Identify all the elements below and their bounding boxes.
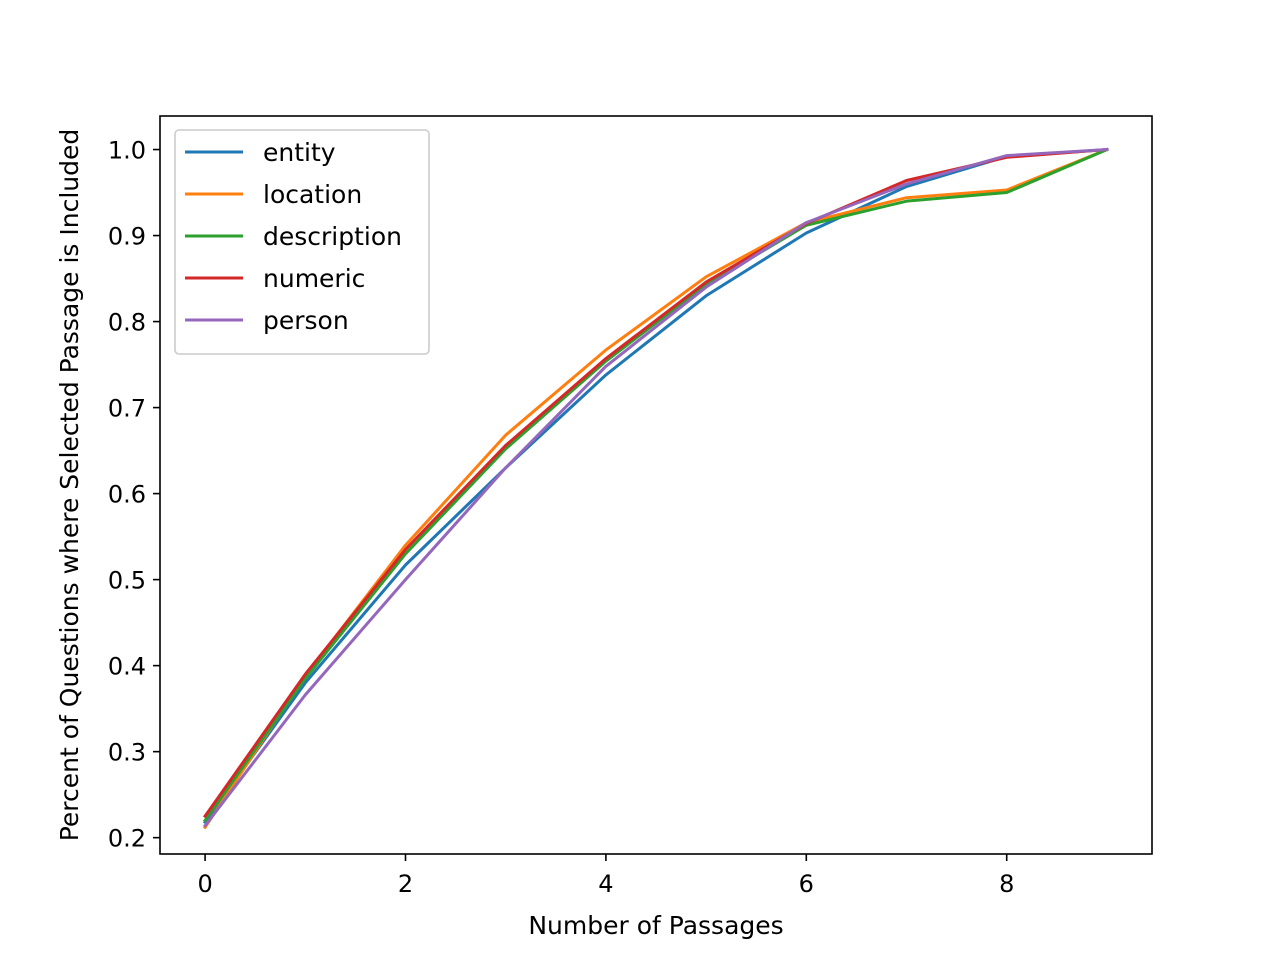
x-tick-label: 6 — [799, 870, 814, 898]
y-tick-label: 0.5 — [108, 567, 146, 595]
legend-label-numeric: numeric — [263, 264, 365, 293]
legend-label-location: location — [263, 180, 362, 209]
y-tick-label: 0.6 — [108, 481, 146, 509]
y-tick-label: 0.7 — [108, 395, 146, 423]
x-tick-label: 4 — [598, 870, 613, 898]
y-tick-label: 0.9 — [108, 223, 146, 251]
x-axis-label: Number of Passages — [528, 911, 783, 940]
legend-label-description: description — [263, 222, 402, 251]
x-tick-label: 8 — [999, 870, 1014, 898]
y-axis-label: Percent of Questions where Selected Pass… — [55, 129, 84, 842]
x-tick-label: 2 — [398, 870, 413, 898]
y-tick-label: 0.3 — [108, 739, 146, 767]
legend-label-entity: entity — [263, 138, 336, 167]
y-tick-label: 1.0 — [108, 137, 146, 165]
legend-box — [174, 129, 430, 355]
legend-label-person: person — [263, 306, 349, 335]
series-layer — [202, 147, 1109, 830]
y-axis: 0.2 0.3 0.4 0.5 0.6 0.7 0.8 0.9 1.0 — [108, 137, 160, 853]
y-tick-label: 0.8 — [108, 309, 146, 337]
x-axis: 0 2 4 6 8 — [197, 854, 1014, 898]
series-line-person — [202, 147, 1109, 828]
series-line-entity — [202, 147, 1109, 825]
series-line-description — [202, 147, 1109, 823]
plot-frame — [159, 115, 1153, 855]
y-tick-label: 0.4 — [108, 653, 146, 681]
y-tick-label: 0.2 — [108, 825, 146, 853]
legend: entity location description numeric person — [174, 129, 430, 355]
x-tick-label: 0 — [197, 870, 212, 898]
